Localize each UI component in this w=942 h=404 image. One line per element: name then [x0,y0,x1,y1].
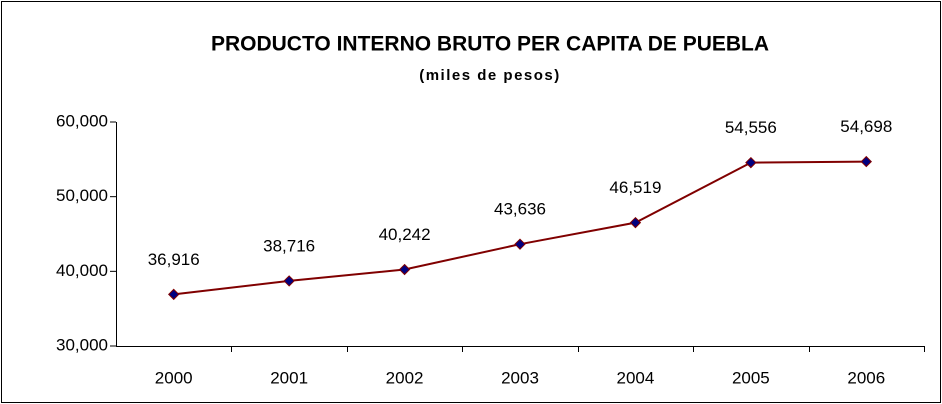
marker [283,275,295,287]
marker [860,155,872,168]
x-tick-label: 2005 [732,368,770,387]
chart-title: PRODUCTO INTERNO BRUTO PER CAPITA DE PUE… [211,33,769,56]
marker [398,263,411,276]
x-tick-label: 2002 [386,368,424,387]
marker [514,238,526,250]
x-tick-label: 2001 [270,368,308,387]
x-tick-label: 2003 [501,368,539,387]
marker [168,288,180,301]
x-tick-label: 2006 [847,368,885,387]
y-tick-label: 60,000 [56,111,108,130]
chart-subtitle: (miles de pesos) [419,67,561,84]
data-label: 38,716 [263,236,315,255]
y-tick-label: 30,000 [56,335,108,354]
marker [629,216,642,229]
data-label: 46,519 [609,178,661,197]
data-label: 40,242 [379,225,431,244]
x-tick-label: 2004 [617,368,655,387]
data-label: 43,636 [494,200,546,219]
marker [745,156,757,169]
x-tick-label: 2000 [155,368,193,387]
y-tick-label: 40,000 [56,261,108,280]
y-tick-label: 50,000 [56,186,108,205]
data-label: 54,556 [725,118,777,137]
data-label: 54,698 [840,117,892,136]
data-label: 36,916 [148,250,200,269]
